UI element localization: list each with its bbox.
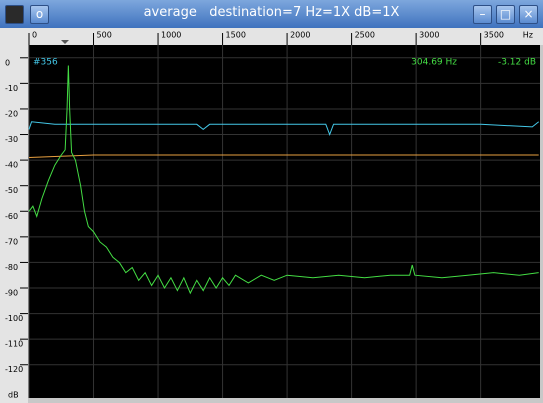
- menu-button[interactable]: o: [30, 5, 49, 24]
- y-tick-label: -50: [5, 186, 18, 195]
- y-tick-label: -60: [5, 212, 18, 221]
- readout-frequency: 304.69 Hz: [411, 58, 457, 68]
- y-tick-label: -70: [5, 237, 18, 246]
- x-tick-label: 3000: [419, 31, 439, 40]
- plot-area: [29, 45, 540, 398]
- y-tick-label: -110: [5, 340, 23, 349]
- x-tick-label: 2500: [355, 31, 375, 40]
- maximize-button[interactable]: □: [496, 5, 515, 24]
- x-unit: Hz: [523, 31, 533, 40]
- spectrum-view: 0 500 1000 1500 2000 2500 3000 3500 Hz 0 -10 -20 -30…: [0, 28, 543, 403]
- minimize-button[interactable]: –: [473, 5, 492, 24]
- close-button[interactable]: ×: [519, 5, 538, 24]
- y-tick-label: -90: [5, 289, 18, 298]
- y-unit: dB: [8, 391, 19, 400]
- readout-level: -3.12 dB: [498, 58, 536, 68]
- y-tick-label: -80: [5, 263, 18, 272]
- readout-index: #356: [33, 58, 58, 68]
- trace: [28, 121, 540, 136]
- y-tick-label: -30: [5, 135, 18, 144]
- y-tick-label: -40: [5, 161, 18, 170]
- y-tick-label: -100: [5, 314, 23, 323]
- level-ruler: [0, 45, 28, 403]
- x-tick-label: 500: [97, 31, 112, 40]
- title-bar: o average destination=7 Hz=1X dB=1X – □ …: [0, 0, 543, 28]
- trace: [28, 65, 539, 295]
- x-tick-label: 1500: [226, 31, 246, 40]
- window-title: average destination=7 Hz=1X dB=1X: [143, 5, 400, 20]
- y-tick-label: -10: [5, 84, 18, 93]
- y-tick-label: -120: [5, 365, 23, 374]
- x-tick-label: 2000: [290, 31, 310, 40]
- x-tick-label: 0: [32, 31, 37, 40]
- x-tick-label: 1000: [161, 31, 181, 40]
- y-tick-label: 0: [5, 58, 10, 67]
- y-tick-label: -20: [5, 109, 18, 118]
- app-icon[interactable]: [5, 5, 24, 24]
- trace: [28, 154, 539, 159]
- peak-marker: [61, 40, 69, 44]
- frequency-ruler: [0, 28, 543, 45]
- x-tick-label: 3500: [484, 31, 504, 40]
